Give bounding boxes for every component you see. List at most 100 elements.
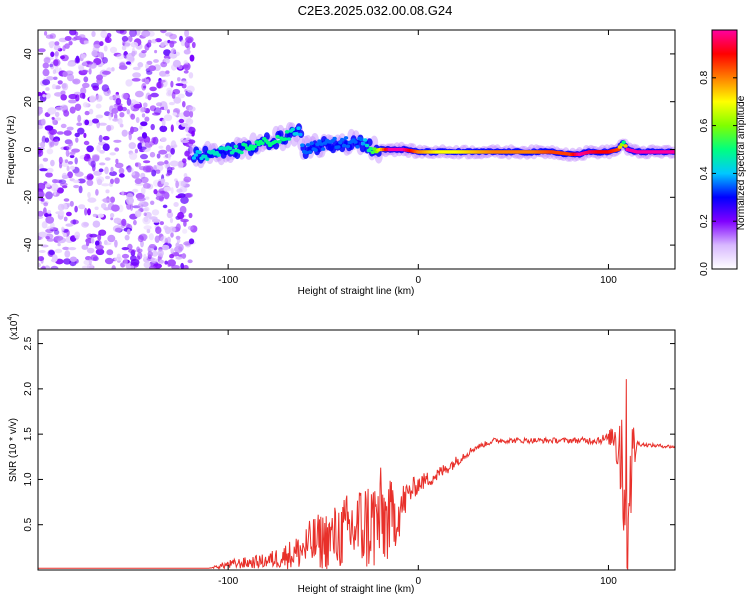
noise-blob	[45, 183, 51, 188]
noise-blob	[169, 217, 174, 224]
noise-blob	[118, 167, 125, 174]
snr-multiplier-close: )	[9, 313, 20, 316]
noise-blob	[68, 40, 73, 46]
noise-blob	[137, 235, 144, 243]
colorbar-tick-label: 0.4	[699, 166, 710, 180]
noise-blob	[169, 33, 178, 40]
noise-blob	[104, 157, 111, 161]
noise-blob	[65, 223, 74, 227]
noise-blob	[163, 49, 171, 56]
noise-blob	[155, 81, 164, 89]
noise-blob	[50, 183, 59, 192]
noise-blob	[156, 153, 161, 159]
noise-blob	[175, 83, 184, 87]
noise-blob	[182, 64, 189, 69]
snr-multiplier-text: (x10	[9, 320, 20, 340]
noise-blob	[170, 48, 176, 54]
ridge-core	[283, 137, 288, 141]
noise-blob	[54, 51, 59, 57]
ridge-core	[338, 140, 343, 145]
noise-blob	[166, 87, 173, 94]
noise-blob	[48, 250, 55, 256]
ridge-core	[345, 144, 351, 149]
noise-blob	[136, 246, 141, 253]
noise-blob	[113, 217, 122, 224]
noise-blob	[139, 106, 145, 113]
noise-blob	[51, 83, 57, 90]
noise-blob	[126, 228, 131, 235]
noise-blob	[103, 45, 108, 52]
noise-blob	[64, 250, 71, 258]
noise-blob	[161, 118, 166, 127]
noise-blob	[61, 226, 65, 232]
ridge-core	[216, 153, 221, 157]
noise-blob	[117, 105, 124, 112]
noise-blob	[62, 71, 68, 78]
noise-blob	[66, 145, 72, 150]
noise-blob	[185, 192, 193, 198]
noise-blob	[60, 123, 67, 129]
noise-blob	[166, 211, 174, 219]
snr-series-line	[38, 379, 675, 570]
noise-blob	[147, 94, 152, 101]
noise-blob	[60, 182, 68, 187]
noise-blob	[147, 39, 152, 45]
noise-blob	[176, 188, 183, 193]
noise-blob	[175, 180, 179, 189]
spectrogram-x-ticks: -100 0 100	[218, 30, 617, 286]
noise-blob	[42, 157, 49, 162]
noise-blob	[146, 70, 153, 75]
noise-blob	[130, 126, 134, 134]
ridge-core	[370, 150, 375, 155]
noise-blob	[182, 264, 189, 269]
y-tick-label: -20	[23, 190, 34, 205]
x-tick-label: -100	[218, 576, 238, 587]
noise-blob	[43, 57, 51, 64]
noise-blob	[88, 174, 94, 180]
ridge-core	[332, 136, 337, 141]
noise-blob	[38, 124, 43, 130]
noise-blob	[58, 156, 63, 165]
noise-blob	[142, 182, 151, 189]
noise-blob	[97, 213, 105, 218]
x-tick-label: 100	[600, 275, 617, 286]
noise-blob	[45, 216, 55, 224]
noise-blob	[68, 99, 77, 104]
noise-blob	[116, 53, 125, 60]
noise-blob	[102, 70, 111, 75]
noise-blob	[184, 30, 190, 38]
noise-blob	[76, 122, 83, 126]
noise-blob	[80, 87, 87, 95]
noise-blob	[173, 144, 178, 148]
ridge-core	[309, 141, 314, 145]
noise-blob	[74, 157, 78, 165]
noise-blob	[170, 187, 174, 194]
noise-blob	[45, 87, 50, 91]
noise-blob	[159, 221, 164, 226]
noise-blob	[86, 179, 94, 186]
noise-blob	[66, 73, 75, 82]
noise-blob	[62, 246, 69, 250]
noise-blob	[54, 235, 64, 241]
noise-blob	[170, 248, 174, 253]
noise-blob	[131, 50, 136, 57]
noise-blob	[121, 45, 127, 51]
noise-blob	[111, 67, 115, 72]
noise-blob	[95, 248, 105, 256]
noise-blob	[141, 186, 146, 195]
noise-blob	[180, 39, 186, 47]
colorbar-tick-label: 0.0	[699, 262, 710, 276]
noise-blob	[121, 35, 129, 42]
ridge-core	[623, 144, 628, 148]
noise-blob	[46, 167, 54, 173]
noise-blob	[105, 189, 110, 194]
ridge-core	[364, 143, 370, 148]
noise-blob	[163, 104, 168, 111]
ridge-core	[243, 143, 248, 147]
noise-blob	[188, 212, 193, 219]
ridge-core	[277, 140, 282, 144]
noise-blob	[104, 37, 112, 43]
noise-blob	[151, 250, 158, 257]
y-tick-label: -40	[23, 237, 34, 252]
